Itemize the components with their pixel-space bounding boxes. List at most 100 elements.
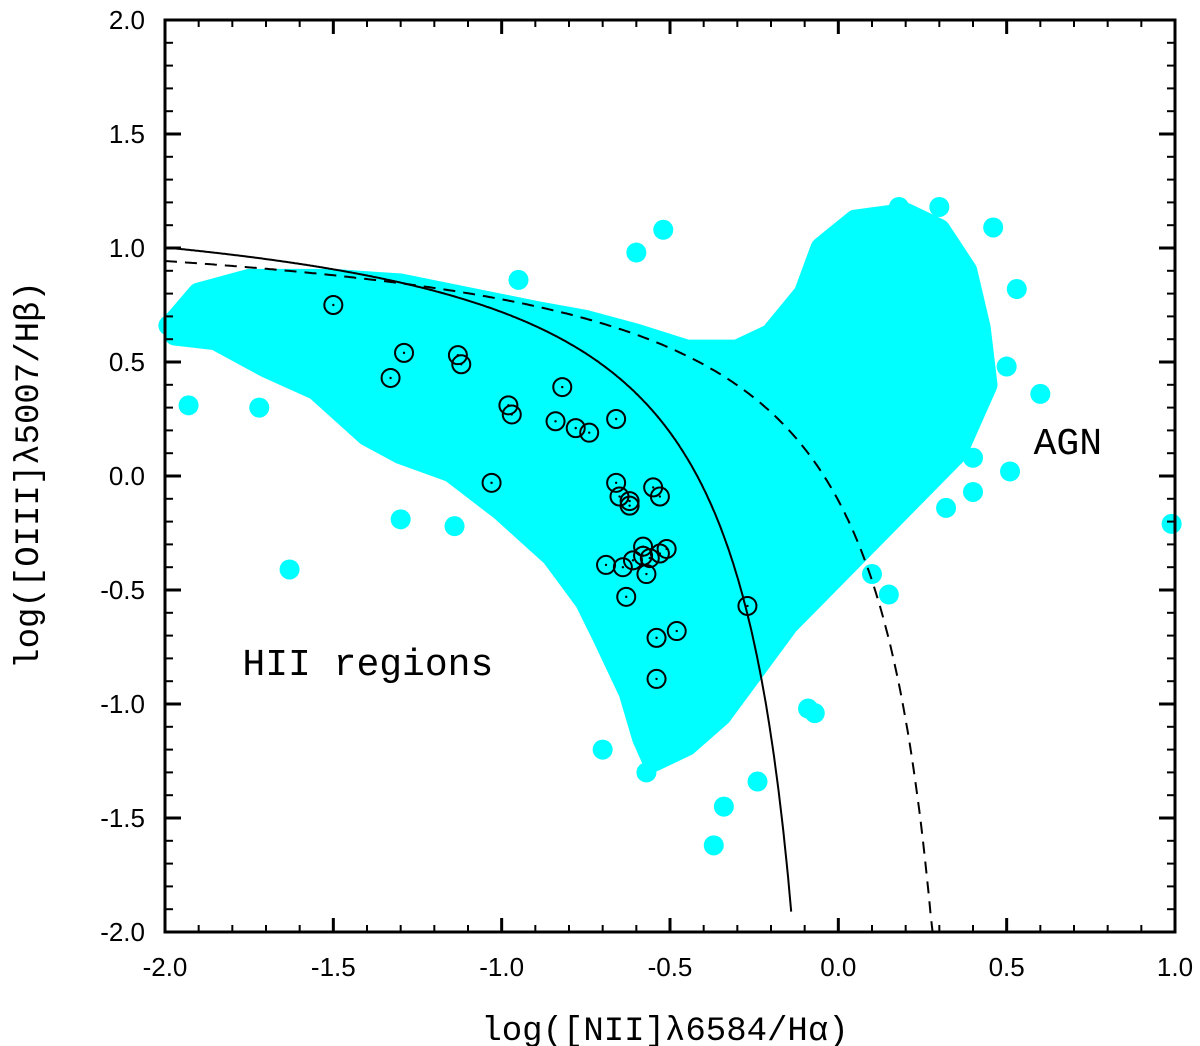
x-tick-label: -1.5 [311,952,356,982]
highlighted-point-ring [565,418,586,439]
highlighted-point-ring [579,422,600,443]
x-tick-label: -2.0 [143,952,188,982]
highlighted-point-center [651,486,655,489]
background-sample-points [158,196,1182,856]
y-tick-label: 0.5 [109,347,145,377]
highlighted-point-center [631,559,635,562]
highlighted-point-ring [498,395,519,416]
background-sample-cloud [164,202,998,772]
annotation-agn: AGN [1034,423,1102,466]
highlighted-point-ring [649,486,670,507]
y-tick-label: 1.0 [109,233,145,263]
highlighted-point-center [645,572,648,576]
highlighted-point-center [460,363,463,366]
highlighted-point-ring [666,621,687,642]
highlighted-point-ring [656,538,677,559]
highlighted-point-center [625,595,628,599]
highlighted-point-ring [606,472,627,493]
highlighted-point-center [641,554,645,557]
highlighted-point [616,586,637,607]
background-point [626,242,647,263]
highlighted-point-ring [646,627,667,648]
x-tick-label: 1.0 [1157,952,1193,982]
highlighted-point-center [510,413,513,416]
highlighted-points [323,295,758,689]
highlighted-point [323,295,344,315]
highlighted-point-ring [622,550,643,571]
highlighted-point [545,411,566,432]
highlighted-point-center [389,376,392,380]
highlighted-point-ring [481,472,502,493]
x-tick-label: 0.0 [820,952,856,982]
highlighted-point [666,621,687,642]
highlighted-point-ring [501,404,522,425]
background-point [279,559,300,580]
highlighted-point-ring [596,554,617,575]
highlighted-point [501,404,522,425]
background-point [929,196,950,217]
highlighted-point-center [588,431,591,434]
x-tick-label: -1.0 [479,952,524,982]
y-axis-ticks: -2.0 -1.5 -1.0 -0.5 0.0 0.5 1.0 1.5 2.0 [100,5,1175,947]
background-point [444,516,465,537]
background-point [703,835,724,856]
highlighted-point [596,554,617,575]
background-point [1161,513,1182,534]
highlighted-point-center [554,420,557,423]
background-point [508,269,529,290]
highlighted-point [565,418,586,439]
highlighted-point-center [628,499,631,503]
x-axis-label: log([NII]λ6584/Hα) [481,1013,848,1046]
y-tick-label: 2.0 [109,5,145,35]
background-point [747,771,768,792]
background-point [1000,461,1021,482]
background-point [963,481,983,502]
highlighted-point-ring [323,295,344,315]
highlighted-point-center [618,495,621,498]
highlighted-point-ring [394,342,415,363]
demarcation-curves [164,246,934,933]
highlighted-point [619,495,640,516]
highlighted-point-center [490,481,493,485]
background-point [249,397,270,418]
highlighted-point [606,472,627,493]
highlighted-point-center [658,495,662,498]
highlighted-point-center [332,303,335,307]
highlighted-point [552,377,573,398]
x-tick-label: 0.5 [989,952,1025,982]
highlighted-point-center [402,351,406,355]
y-tick-label: -1.5 [100,803,145,833]
sample-density-region [164,202,998,772]
highlighted-point [636,564,657,585]
highlighted-point-ring [380,367,401,388]
highlighted-point-center [655,636,658,640]
x-axis-ticks: -2.0 -1.5 -1.0 -0.5 0.0 0.5 1.0 [143,20,1193,982]
highlighted-point [606,409,627,429]
highlighted-point-center [604,563,608,567]
background-point [713,796,734,817]
background-point [936,497,957,518]
background-point [983,217,1004,238]
highlighted-point-ring [552,377,573,398]
highlighted-point-center [655,677,658,681]
highlighted-point-center [574,426,577,430]
background-point [1006,279,1027,300]
highlighted-point-center [746,604,749,608]
background-point [888,196,909,217]
background-point [592,739,613,760]
highlighted-point-center [621,566,625,569]
highlighted-point-center [648,556,651,560]
background-point [1030,383,1051,404]
highlighted-point-ring [545,411,566,432]
y-tick-label: -1.0 [100,689,145,719]
highlighted-point-ring [619,495,640,516]
kewley-curve [164,260,934,933]
highlighted-point [380,367,401,388]
kauffmann-curve [164,246,793,912]
highlighted-point-ring [447,345,468,366]
highlighted-point-ring [737,595,758,616]
highlighted-point-center [614,481,618,485]
background-point [996,356,1017,377]
background-point [862,564,882,585]
